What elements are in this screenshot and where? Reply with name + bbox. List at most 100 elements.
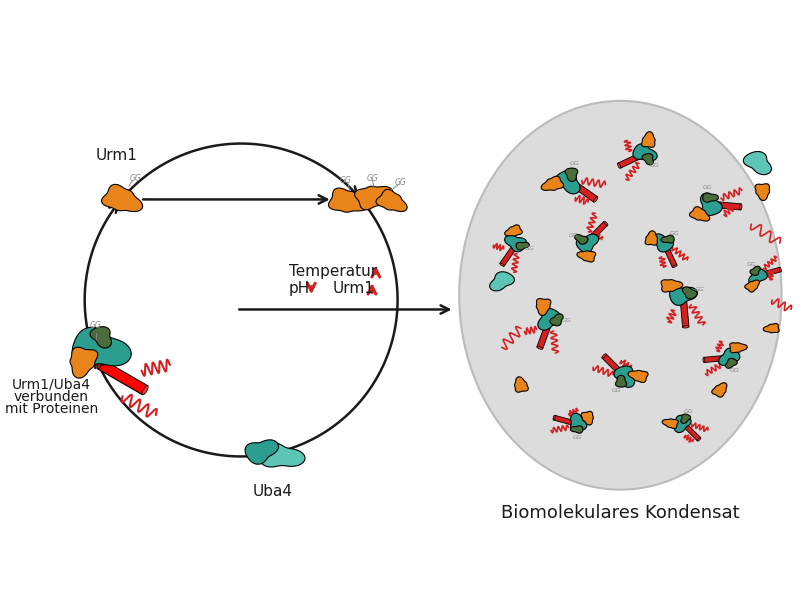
- Polygon shape: [376, 190, 407, 211]
- Polygon shape: [633, 144, 657, 161]
- Text: GG: GG: [130, 174, 142, 183]
- Polygon shape: [505, 225, 522, 236]
- Polygon shape: [259, 443, 305, 467]
- Polygon shape: [645, 231, 658, 245]
- Polygon shape: [536, 299, 551, 316]
- Ellipse shape: [621, 373, 625, 377]
- Polygon shape: [680, 298, 689, 327]
- Polygon shape: [726, 358, 738, 368]
- Polygon shape: [570, 426, 583, 433]
- Ellipse shape: [682, 326, 689, 328]
- Ellipse shape: [142, 386, 148, 395]
- Text: GG: GG: [612, 388, 622, 393]
- Ellipse shape: [712, 202, 714, 208]
- Polygon shape: [554, 415, 576, 426]
- Text: GG: GG: [746, 262, 756, 267]
- Text: GG: GG: [90, 320, 102, 329]
- Polygon shape: [565, 168, 578, 181]
- Ellipse shape: [758, 273, 761, 277]
- Polygon shape: [763, 323, 779, 333]
- Text: Temperatur: Temperatur: [289, 264, 377, 279]
- Ellipse shape: [594, 197, 598, 202]
- Polygon shape: [682, 422, 701, 441]
- Ellipse shape: [726, 355, 728, 361]
- Polygon shape: [712, 383, 727, 397]
- Polygon shape: [329, 188, 368, 212]
- Ellipse shape: [574, 421, 577, 426]
- Text: GG: GG: [730, 368, 739, 373]
- Text: GG: GG: [702, 185, 712, 190]
- Ellipse shape: [618, 163, 621, 168]
- Polygon shape: [615, 375, 626, 387]
- Ellipse shape: [546, 320, 552, 323]
- Polygon shape: [653, 234, 674, 252]
- Ellipse shape: [569, 179, 574, 185]
- Ellipse shape: [703, 358, 705, 362]
- Text: verbunden: verbunden: [14, 389, 89, 404]
- Polygon shape: [570, 179, 598, 202]
- Polygon shape: [537, 321, 552, 349]
- Polygon shape: [72, 327, 131, 366]
- Polygon shape: [90, 327, 111, 348]
- Ellipse shape: [779, 267, 782, 272]
- Text: GG: GG: [395, 178, 406, 187]
- Text: GG: GG: [570, 161, 580, 166]
- Polygon shape: [682, 287, 697, 299]
- Text: mit Proteinen: mit Proteinen: [5, 402, 98, 416]
- Polygon shape: [102, 184, 142, 212]
- Polygon shape: [618, 152, 643, 168]
- Text: GG: GG: [340, 176, 352, 185]
- Polygon shape: [743, 152, 771, 175]
- Text: GG: GG: [562, 318, 572, 323]
- Text: Biomolekulares Kondensat: Biomolekulares Kondensat: [501, 504, 740, 522]
- Polygon shape: [718, 348, 740, 365]
- Polygon shape: [505, 235, 526, 252]
- Polygon shape: [581, 412, 594, 425]
- Polygon shape: [577, 251, 596, 262]
- Ellipse shape: [662, 244, 667, 246]
- Ellipse shape: [537, 346, 542, 349]
- Text: Urm1: Urm1: [332, 281, 374, 296]
- Text: Uba4: Uba4: [253, 484, 293, 499]
- Ellipse shape: [602, 354, 606, 358]
- Polygon shape: [661, 235, 674, 243]
- Text: GG: GG: [650, 163, 659, 168]
- Polygon shape: [670, 287, 698, 305]
- Polygon shape: [555, 170, 580, 194]
- Polygon shape: [538, 308, 562, 330]
- Polygon shape: [245, 440, 278, 464]
- Polygon shape: [690, 206, 710, 221]
- Polygon shape: [759, 267, 781, 277]
- Polygon shape: [500, 244, 518, 266]
- Polygon shape: [701, 193, 722, 215]
- Polygon shape: [755, 184, 770, 200]
- Polygon shape: [749, 268, 767, 284]
- Ellipse shape: [698, 437, 701, 441]
- Polygon shape: [516, 242, 530, 250]
- Ellipse shape: [682, 422, 686, 426]
- Polygon shape: [514, 377, 528, 392]
- Ellipse shape: [459, 101, 782, 490]
- Text: Urm1: Urm1: [96, 148, 138, 163]
- Polygon shape: [642, 132, 655, 148]
- Text: pH: pH: [289, 281, 310, 296]
- Text: GG: GG: [525, 246, 535, 251]
- Polygon shape: [98, 359, 148, 395]
- Polygon shape: [713, 202, 741, 210]
- Ellipse shape: [672, 265, 677, 268]
- Polygon shape: [662, 419, 678, 428]
- Text: GG: GG: [684, 409, 694, 414]
- Ellipse shape: [586, 239, 590, 243]
- Polygon shape: [602, 354, 625, 377]
- Ellipse shape: [680, 297, 686, 299]
- Text: GG: GG: [573, 435, 582, 440]
- Ellipse shape: [97, 359, 103, 369]
- Polygon shape: [628, 370, 648, 382]
- Text: Urm1/Uba4: Urm1/Uba4: [12, 377, 91, 391]
- Polygon shape: [662, 244, 677, 267]
- Ellipse shape: [553, 415, 555, 420]
- Polygon shape: [574, 235, 588, 244]
- Polygon shape: [702, 193, 718, 202]
- Ellipse shape: [514, 244, 518, 247]
- Ellipse shape: [740, 204, 742, 210]
